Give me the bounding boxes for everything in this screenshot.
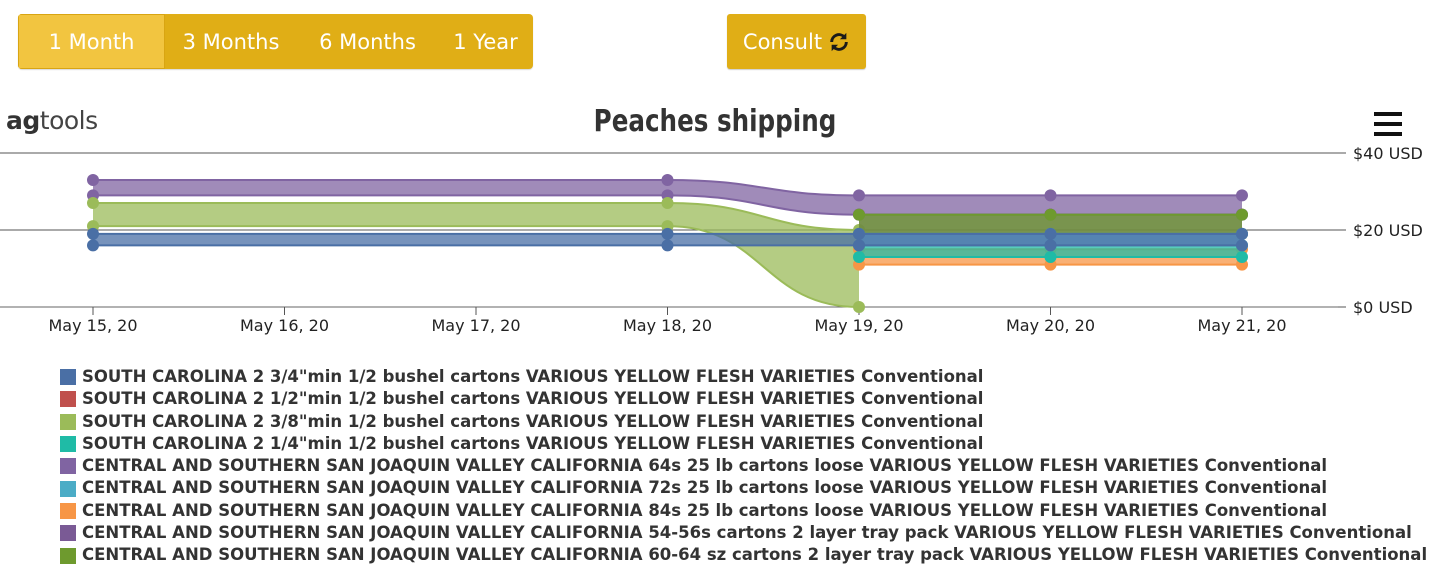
range-button-1[interactable]: 3 Months xyxy=(182,29,280,54)
legend-item[interactable]: CENTRAL AND SOUTHERN SAN JOAQUIN VALLEY … xyxy=(60,500,1427,522)
series-area-2 xyxy=(93,203,859,307)
legend-item[interactable]: SOUTH CAROLINA 2 1/4"min 1/2 bushel cart… xyxy=(60,433,1427,455)
legend-item[interactable]: SOUTH CAROLINA 2 3/4"min 1/2 bushel cart… xyxy=(60,366,1427,388)
legend-label: SOUTH CAROLINA 2 3/8"min 1/2 bushel cart… xyxy=(82,411,984,431)
range-selector: 1 Month 3 Months 6 Months 1 Year xyxy=(18,14,533,69)
data-point-low-0 xyxy=(1044,239,1057,252)
legend-item[interactable]: SOUTH CAROLINA 2 3/8"min 1/2 bushel cart… xyxy=(60,411,1427,433)
legend-label: SOUTH CAROLINA 2 1/4"min 1/2 bushel cart… xyxy=(82,433,984,453)
legend-label: CENTRAL AND SOUTHERN SAN JOAQUIN VALLEY … xyxy=(82,478,1328,498)
y-tick-label: $20 USD xyxy=(1353,221,1423,240)
data-point-high-4 xyxy=(853,189,865,202)
data-point-high-4 xyxy=(1236,189,1248,202)
series-area-4 xyxy=(93,179,1242,215)
x-tick-label: May 21, 20 xyxy=(1197,316,1286,335)
consult-button[interactable]: Consult xyxy=(727,14,866,69)
legend-label: CENTRAL AND SOUTHERN SAN JOAQUIN VALLEY … xyxy=(82,523,1412,543)
legend-label: CENTRAL AND SOUTHERN SAN JOAQUIN VALLEY … xyxy=(82,500,1328,520)
data-point-high-0 xyxy=(87,227,99,240)
data-point-low-3 xyxy=(1236,250,1248,263)
data-point-high-2 xyxy=(87,197,99,210)
range-button-3[interactable]: 1 Year xyxy=(453,29,518,54)
chart-legend: SOUTH CAROLINA 2 3/4"min 1/2 bushel cart… xyxy=(60,366,1427,567)
data-point-high-0 xyxy=(1236,227,1248,240)
legend-swatch xyxy=(60,502,76,519)
x-tick-label: May 20, 20 xyxy=(1006,316,1095,335)
legend-label: CENTRAL AND SOUTHERN SAN JOAQUIN VALLEY … xyxy=(82,545,1428,565)
series-line-high-4 xyxy=(93,178,1242,197)
data-point-low-2 xyxy=(853,301,865,313)
data-point-low-0 xyxy=(661,239,674,252)
legend-swatch xyxy=(60,369,76,386)
data-point-high-8 xyxy=(1236,208,1248,221)
y-tick-label: $0 USD xyxy=(1353,298,1413,317)
data-point-low-3 xyxy=(1044,250,1057,263)
data-point-high-2 xyxy=(661,197,674,210)
data-point-low-0 xyxy=(87,239,99,252)
data-point-high-0 xyxy=(661,227,674,240)
legend-label: CENTRAL AND SOUTHERN SAN JOAQUIN VALLEY … xyxy=(82,456,1328,476)
legend-item[interactable]: CENTRAL AND SOUTHERN SAN JOAQUIN VALLEY … xyxy=(60,544,1427,566)
x-tick-label: May 15, 20 xyxy=(48,316,137,335)
refresh-icon xyxy=(830,32,848,51)
data-point-low-0 xyxy=(853,239,865,252)
series-line-low-2 xyxy=(93,225,860,308)
legend-label: SOUTH CAROLINA 2 1/2"min 1/2 bushel cart… xyxy=(82,389,984,409)
legend-swatch xyxy=(60,525,76,542)
x-tick-label: May 17, 20 xyxy=(431,316,520,335)
data-point-high-0 xyxy=(853,227,865,240)
hamburger-menu-icon[interactable] xyxy=(1374,112,1402,136)
data-point-high-4 xyxy=(661,173,674,186)
data-point-high-8 xyxy=(853,208,865,221)
data-point-high-0 xyxy=(1044,227,1057,240)
legend-swatch xyxy=(60,458,76,475)
x-tick-label: May 16, 20 xyxy=(240,316,329,335)
legend-swatch xyxy=(60,547,76,564)
x-tick-label: May 18, 20 xyxy=(623,316,712,335)
legend-item[interactable]: CENTRAL AND SOUTHERN SAN JOAQUIN VALLEY … xyxy=(60,477,1427,499)
agtools-logo: agtools xyxy=(6,106,98,135)
chart-title: Peaches shipping xyxy=(593,104,837,139)
x-tick-label: May 19, 20 xyxy=(814,316,903,335)
series-area-8 xyxy=(859,214,1242,234)
legend-item[interactable]: CENTRAL AND SOUTHERN SAN JOAQUIN VALLEY … xyxy=(60,455,1427,477)
y-tick-label: $40 USD xyxy=(1353,144,1423,163)
chart: $0 USD $20 USD $40 USD May 15, 20 May 16, 20… xyxy=(0,144,1423,335)
data-point-high-4 xyxy=(1044,189,1057,202)
data-point-low-3 xyxy=(853,250,865,263)
data-point-low-0 xyxy=(1236,239,1248,252)
legend-swatch xyxy=(60,391,76,408)
data-point-high-8 xyxy=(1044,208,1057,221)
series-line-high-2 xyxy=(93,202,860,231)
range-button-0[interactable]: 1 Month xyxy=(18,14,165,69)
legend-swatch xyxy=(60,436,76,453)
data-point-high-4 xyxy=(87,173,99,186)
legend-item[interactable]: SOUTH CAROLINA 2 1/2"min 1/2 bushel cart… xyxy=(60,388,1427,410)
legend-label: SOUTH CAROLINA 2 3/4"min 1/2 bushel cart… xyxy=(82,367,984,386)
legend-item[interactable]: CENTRAL AND SOUTHERN SAN JOAQUIN VALLEY … xyxy=(60,522,1427,544)
legend-swatch xyxy=(60,413,76,430)
legend-swatch xyxy=(60,480,76,497)
range-button-2[interactable]: 6 Months xyxy=(319,29,416,54)
consult-label: Consult xyxy=(742,29,823,54)
